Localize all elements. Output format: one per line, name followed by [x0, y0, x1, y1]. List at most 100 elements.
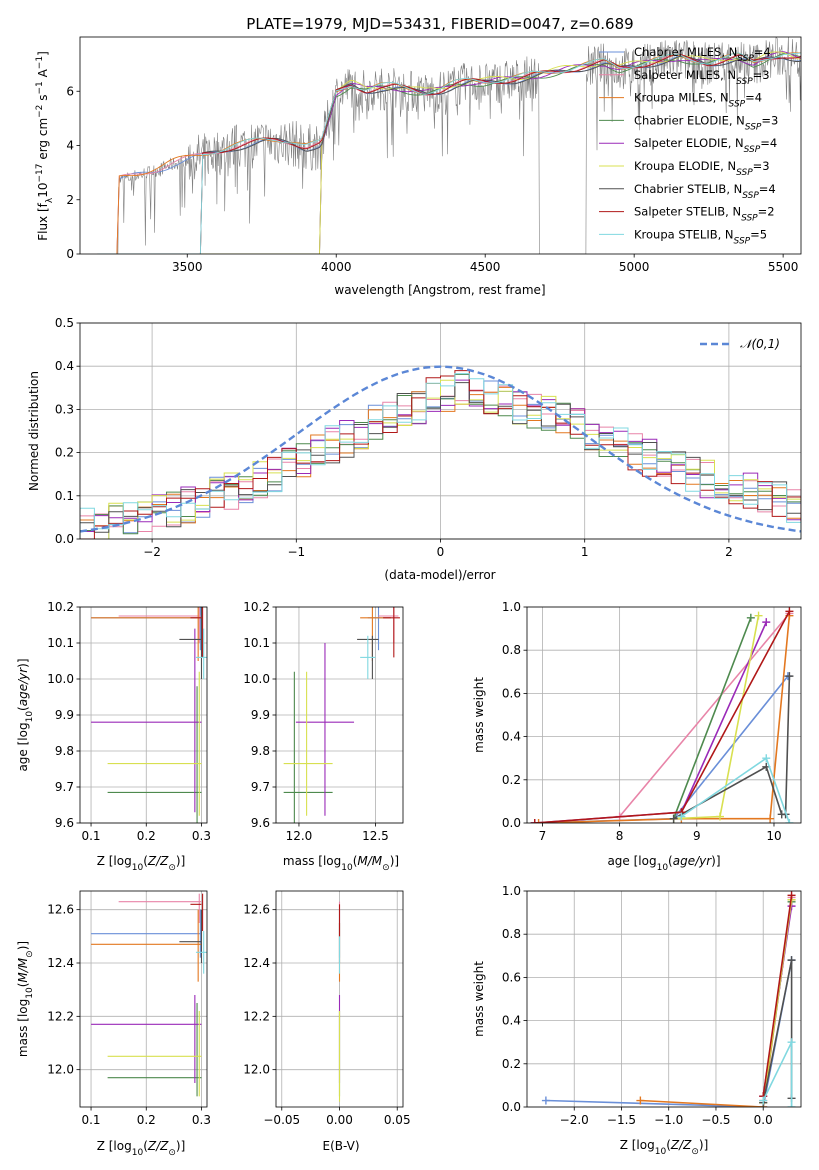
x-tick-label: −0.5: [701, 1113, 730, 1127]
y-tick-label: 9.9: [251, 708, 270, 722]
y-tick-label: 4: [66, 139, 74, 153]
y-tick-label: 9.9: [55, 708, 74, 722]
axes-mass_weight_vs_age: 7 8 9 10 0.0 0.2 0.4 0.6 0.8 1.0 age [log10(age/yr…: [472, 600, 802, 873]
y-tick-label: 0.3: [55, 402, 74, 416]
y-tick-label: 0.6: [502, 970, 521, 984]
weight-marker: [669, 814, 678, 823]
model-spectrum-salpeter-elodie: [97, 51, 801, 254]
y-tick-label: 12.2: [243, 1009, 270, 1023]
y-tick-label: 12.0: [47, 1063, 74, 1077]
weight-marker: [762, 754, 771, 763]
y-tick-label: 9.6: [251, 816, 270, 830]
model-spectrum-chabrier-elodie: [97, 53, 801, 254]
axes-frame: [79, 890, 208, 1108]
x-tick-label: 0.1: [81, 829, 100, 843]
y-tick-label: 0.0: [502, 816, 521, 830]
y-tick-label: 0.5: [55, 316, 74, 330]
y-tick-label: 12.4: [243, 956, 270, 970]
weight-line: [538, 615, 791, 823]
x-tick-label: −1: [287, 545, 305, 559]
y-tick-label: 10.2: [243, 600, 270, 614]
y-tick-label: 10.1: [47, 636, 74, 650]
legend-entry: Kroupa ELODIE, NSSP=3: [634, 159, 770, 178]
x-tick-label: −1.0: [654, 1113, 683, 1127]
weight-marker: [762, 618, 771, 627]
axes-age_vs_mass: 12.0 12.5 9.6 9.7 9.8 9.9 10.0 10.1 10.2 mass [lo…: [243, 600, 404, 873]
y-tick-label: 0.8: [502, 643, 521, 657]
y-axis-label: Normed distribution: [27, 371, 41, 491]
x-tick-label: 0.1: [81, 1113, 100, 1127]
axes-residuals: −2 −1 0 1 2 0.0 0.1 0.2 0.3 0.4 0.5 𝒩(0,1) (data-mod…: [27, 316, 802, 582]
y-tick-label: 0.0: [55, 532, 74, 546]
weight-line: [534, 610, 791, 823]
weight-marker: [759, 1096, 768, 1105]
y-tick-label: 12.0: [243, 1063, 270, 1077]
x-tick-label: 10: [766, 829, 781, 843]
axes-mass_weight_vs_Z: −2.0 −1.5 −1.0 −0.5 0.0 0.0 0.2 0.4 0.6 0.8 1.0 Z […: [472, 884, 802, 1157]
y-tick-label: 0.4: [502, 730, 521, 744]
plot-area: [541, 891, 796, 1107]
y-tick-label: 0.4: [502, 1014, 521, 1028]
weight-marker: [715, 812, 724, 821]
weight-marker: [766, 814, 775, 823]
y-tick-label: 0.6: [502, 686, 521, 700]
y-tick-label: 12.2: [47, 1009, 74, 1023]
axes-mass_vs_Z: 0.1 0.2 0.3 12.0 12.2 12.4 12.6 Z [log10(Z/Z⊙)]…: [16, 890, 211, 1158]
x-tick-label: 8: [616, 829, 624, 843]
model-spectrum-kroupa-stelib: [97, 52, 801, 254]
gaussian-legend-label: 𝒩(0,1): [740, 337, 780, 351]
grid: [527, 890, 801, 1108]
legend-entry: Chabrier MILES, NSSP=4: [634, 45, 771, 64]
legend-entry: Salpeter ELODIE, NSSP=4: [634, 136, 777, 155]
y-axis-label: mass [log10(M/M⊙)]: [16, 941, 35, 1057]
x-tick-label: 0.0: [754, 1113, 773, 1127]
y-axis-label: age [log10(age/yr)]: [16, 658, 35, 771]
grid: [80, 322, 801, 540]
y-axis-label: Flux [fλ10−17 erg cm−2 s−1 A−1]: [35, 51, 55, 241]
spectrum-legend: Chabrier MILES, NSSP=4 Salpeter MILES, NS…: [599, 45, 778, 246]
x-tick-label: 7: [539, 829, 547, 843]
x-tick-label: −2.0: [560, 1113, 589, 1127]
y-axis-label: mass weight: [472, 677, 486, 753]
grid: [276, 606, 403, 824]
x-tick-label: 0.3: [192, 1113, 211, 1127]
y-tick-label: 9.8: [251, 744, 270, 758]
y-tick-label: 2: [66, 193, 74, 207]
legend-entry: Salpeter STELIB, NSSP=2: [634, 205, 775, 224]
weight-marker: [787, 891, 796, 900]
x-tick-label: 5000: [619, 260, 650, 274]
weight-marker: [530, 819, 539, 823]
y-tick-label: 9.7: [55, 780, 74, 794]
y-tick-label: 10.0: [243, 672, 270, 686]
y-tick-label: 0.2: [502, 1057, 521, 1071]
weight-line: [673, 615, 760, 820]
axes-mass_vs_ebv: −0.05 0.00 0.05 12.0 12.2 12.4 12.6 E(B-V): [243, 890, 411, 1153]
y-tick-label: 12.6: [243, 903, 270, 917]
y-tick-label: 9.7: [251, 780, 270, 794]
axes-age_vs_Z: 0.1 0.2 0.3 9.6 9.7 9.8 9.9 10.0 10.1 10.2 Z [log1…: [16, 600, 211, 873]
plot-area: [91, 893, 207, 1097]
weight-marker: [636, 1096, 645, 1105]
y-tick-label: 12.6: [47, 903, 74, 917]
weight-line: [618, 612, 791, 818]
legend-entry: Salpeter MILES, NSSP=3: [634, 68, 770, 87]
plot-area: [530, 607, 794, 823]
x-tick-label: 9: [693, 829, 701, 843]
x-tick-label: −0.05: [263, 1113, 300, 1127]
weight-marker: [787, 956, 796, 965]
weight-marker: [746, 613, 755, 622]
axes-frame: [526, 890, 802, 1108]
weight-line: [534, 675, 789, 823]
x-tick-label: 0.05: [384, 1113, 411, 1127]
y-tick-label: 0.2: [55, 446, 74, 460]
x-tick-label: 5500: [768, 260, 799, 274]
x-tick-label: −2: [143, 545, 161, 559]
x-tick-label: 0: [437, 545, 445, 559]
weight-marker: [787, 1038, 796, 1047]
legend-entry: Kroupa STELIB, NSSP=5: [634, 227, 767, 246]
plot-area: [91, 607, 207, 823]
x-tick-label: −1.5: [607, 1113, 636, 1127]
y-tick-label: 9.8: [55, 744, 74, 758]
x-tick-label: 0.2: [137, 829, 156, 843]
